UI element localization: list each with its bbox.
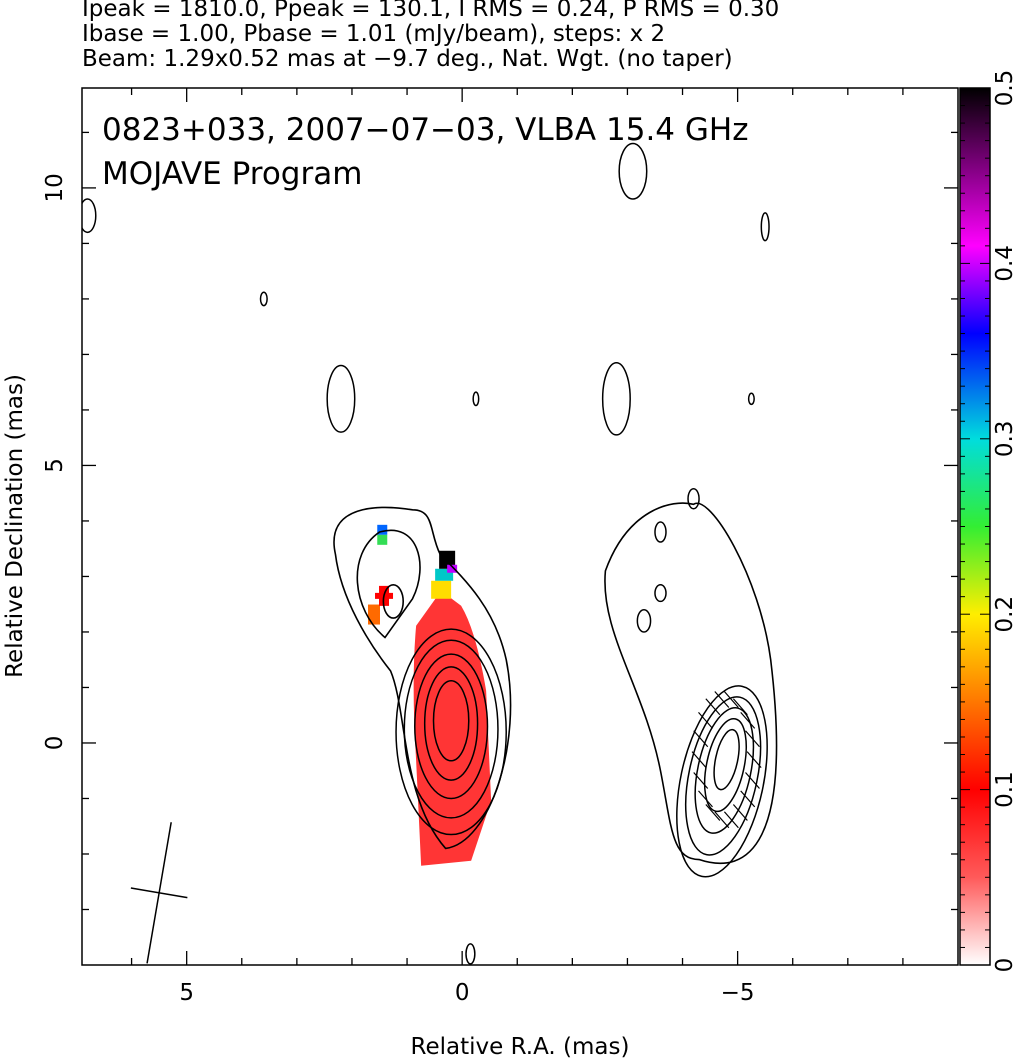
small-contour [472,391,480,407]
small-contour [259,291,268,307]
small-contour [687,488,700,510]
evpa-vector [740,711,756,729]
map-content [82,142,778,965]
pol-pixel-blue [377,524,388,535]
evpa-vector [723,691,739,708]
header-line-1: Ipeak = 1810.0, Ppeak = 130.1, I RMS = 0… [82,0,780,22]
beam-minor-axis [130,887,188,899]
evpa-vector [691,751,707,769]
jet-envelope-contour [333,506,512,850]
small-contour [636,609,652,633]
evpa-vector [732,804,748,821]
colorbar-tick-label: 0.1 [992,771,1018,808]
evpa-vector [732,698,748,716]
colorbar-tick-label: 0.3 [992,421,1018,458]
evpa-vector [693,730,709,748]
evpa-vector [705,804,721,821]
small-contour [82,198,97,234]
small-contour [465,943,476,965]
polarization-blob [413,590,492,866]
evpa-vector [705,698,721,716]
evpa-vector [745,730,760,748]
evpa-vector [723,811,739,829]
right-contour [703,717,747,813]
x-tick-label: 0 [455,980,470,1006]
right-envelope-contour [604,502,778,865]
evpa-vector [746,751,762,769]
y-tick-label: 0 [42,736,68,751]
right-contour [685,696,762,856]
pol-pixel-yellow [431,580,452,599]
small-contour [654,521,667,543]
jet-knot-contour [356,529,421,639]
evpa-vector [698,790,713,808]
y-axis-title: Relative Declination (mas) [2,374,28,678]
small-contour [326,364,356,433]
core-contour [414,653,489,800]
small-contour [601,362,631,436]
y-tick-label: 5 [42,458,68,473]
x-tick-label: −5 [721,980,755,1006]
evpa-vector [698,711,713,729]
colorbar-tick-label: 0.5 [992,70,1018,107]
axis-ticks: 5 0 −5 0 5 10 [42,88,958,1006]
right-contour [694,707,755,834]
y-tick-label: 10 [42,173,68,202]
x-axis-title: Relative R.A. (mas) [411,1034,630,1060]
evpa-vector [693,772,709,789]
evpa-vector [714,811,730,829]
core-contour [423,666,479,781]
plot-frame [81,87,959,966]
header-line-2: Ibase = 1.00, Pbase = 1.01 (mJy/beam), s… [82,21,666,47]
small-contour [747,392,755,406]
small-contour [654,584,667,603]
x-tick-label: 5 [179,980,194,1006]
small-contour [760,212,770,242]
right-contour [676,685,768,878]
evpa-vector [714,691,730,708]
map-subtitle: MOJAVE Program [102,156,362,192]
colorbar-tick-label: 0 [992,958,1018,973]
core-contour [395,628,507,836]
evpa-vector [745,772,760,789]
colorbar-tick-label: 0.2 [992,596,1018,633]
colorbar-ticks: 0 0.1 0.2 0.3 0.4 0.5 [960,70,1018,973]
pol-pixel-magenta [447,564,458,573]
header-line-3: Beam: 1.29x0.52 mas at −9.7 deg., Nat. W… [82,46,733,72]
right-contour [713,728,740,791]
small-contour [618,142,648,200]
pol-pixel-green [377,534,388,545]
core-contour [403,639,499,819]
map-title: 0823+033, 2007−07−03, VLBA 15.4 GHz [102,112,748,148]
evpa-vector [740,790,756,808]
jet-knot-inner-contour [382,583,404,619]
pol-pixel-black [439,550,456,569]
colorbar-tick-label: 0.4 [992,245,1018,282]
pol-pixel-orange [368,604,380,625]
core-contour [432,680,470,762]
